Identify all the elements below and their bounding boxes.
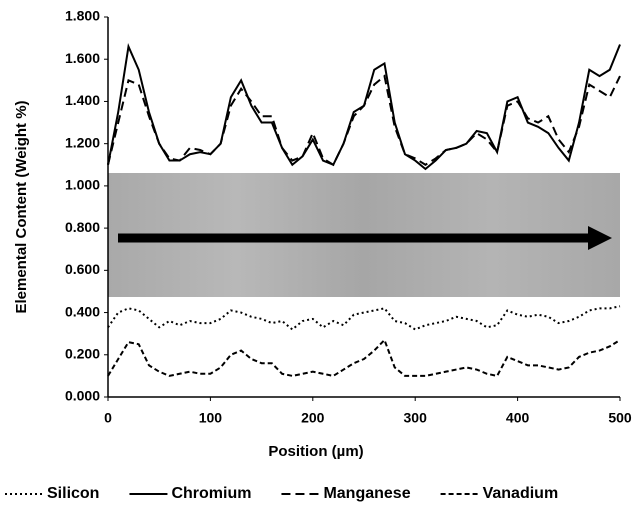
arrow-head	[588, 226, 612, 250]
legend-label: Chromium	[171, 485, 251, 502]
y-tick-label: 0.200	[65, 345, 100, 361]
y-tick-label: 0.800	[65, 219, 100, 235]
x-tick-label: 400	[506, 410, 530, 426]
x-tick-label: 200	[301, 410, 325, 426]
legend-label: Vanadium	[483, 485, 559, 502]
y-tick-label: 0.000	[65, 388, 100, 404]
series-line	[107, 305, 621, 331]
legend-label: Manganese	[323, 485, 410, 502]
y-axis-title: Elemental Content (Weight %)	[13, 100, 30, 313]
x-tick-label: 0	[104, 410, 112, 426]
y-tick-label: 1.200	[65, 134, 100, 150]
y-tick-label: 0.400	[65, 303, 100, 319]
x-axis-title: Position (µm)	[268, 443, 363, 460]
y-tick-label: 1.600	[65, 50, 100, 66]
x-tick-label: 100	[199, 410, 223, 426]
y-tick-label: 1.400	[65, 92, 100, 108]
legend-label: Silicon	[47, 485, 99, 502]
y-tick-label: 1.800	[65, 8, 100, 24]
x-tick-label: 300	[404, 410, 428, 426]
x-tick-label: 500	[608, 410, 632, 426]
y-tick-label: 1.000	[65, 177, 100, 193]
series-line	[107, 338, 621, 378]
series-line	[107, 74, 621, 167]
y-tick-label: 0.600	[65, 261, 100, 277]
